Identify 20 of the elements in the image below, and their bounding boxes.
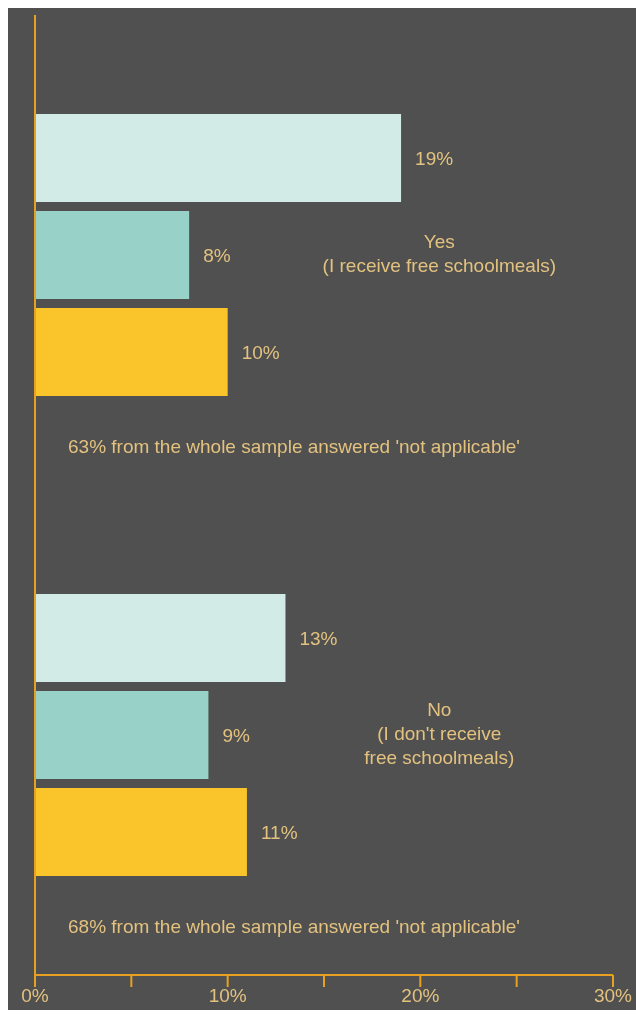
bar: [35, 788, 247, 876]
x-tick-label: 20%: [401, 985, 440, 1007]
data-label: 13%: [299, 627, 338, 649]
x-tick-label: 10%: [208, 985, 247, 1007]
data-label: 11%: [260, 821, 298, 843]
data-label: 19%: [415, 147, 454, 169]
annotation: 63% from the whole sample answered 'not applicable': [68, 436, 520, 458]
y-tick-label: No (I don't receive free schoolmeals): [364, 699, 515, 769]
x-tick-label: 0%: [21, 985, 49, 1007]
annotation: 68% from the whole sample answered 'not applicable': [68, 916, 520, 938]
bar: [35, 114, 402, 202]
data-label: 9%: [222, 724, 250, 746]
y-tick-label: Yes (I receive free schoolmeals): [322, 231, 556, 277]
bar: [35, 691, 209, 779]
bar: [35, 594, 286, 682]
bar: [35, 211, 190, 299]
data-label: 8%: [203, 244, 231, 266]
data-label: 10%: [241, 341, 280, 363]
x-tick-label: 30%: [593, 985, 633, 1007]
bar: [35, 308, 228, 396]
